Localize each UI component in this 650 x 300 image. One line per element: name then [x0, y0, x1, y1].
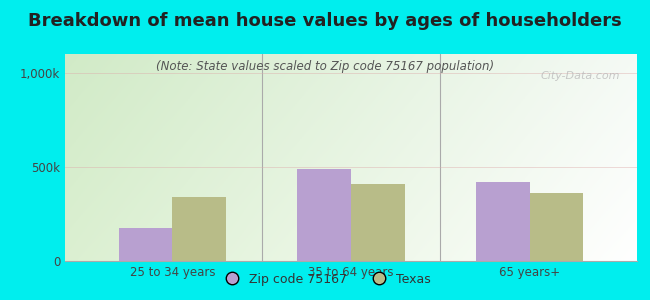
Text: (Note: State values scaled to Zip code 75167 population): (Note: State values scaled to Zip code 7…	[156, 60, 494, 73]
Bar	[476, 182, 530, 261]
Bar	[298, 169, 351, 261]
Text: Breakdown of mean house values by ages of householders: Breakdown of mean house values by ages o…	[28, 12, 622, 30]
Bar	[172, 197, 226, 261]
Legend: Zip code 75167, Texas: Zip code 75167, Texas	[214, 268, 436, 291]
Bar	[118, 228, 172, 261]
Bar	[530, 193, 584, 261]
Bar	[351, 184, 404, 261]
Text: City-Data.com: City-Data.com	[540, 70, 620, 81]
